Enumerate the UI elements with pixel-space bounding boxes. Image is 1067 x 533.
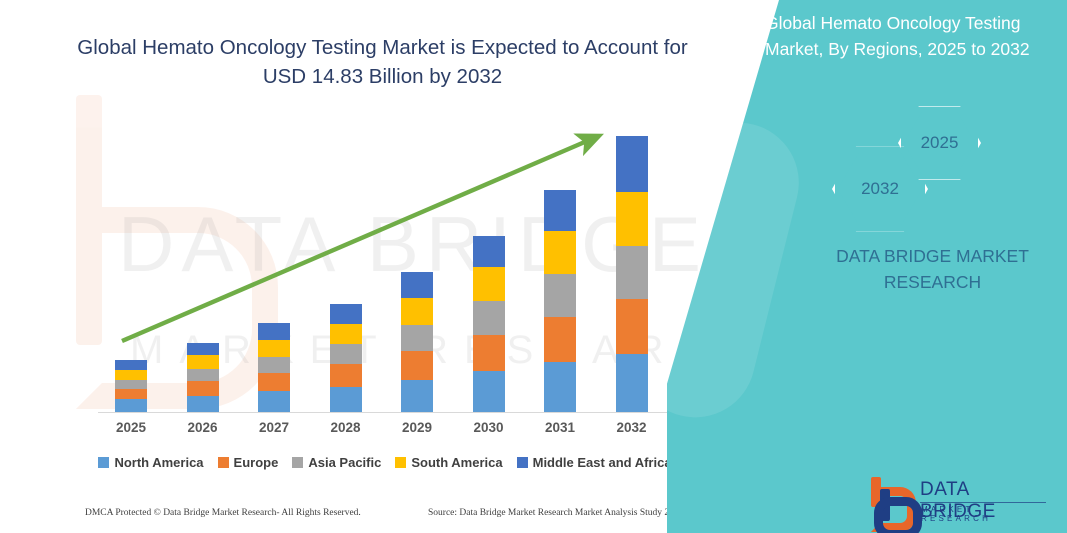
bar-segment-middle-east-and-africa [186, 342, 219, 356]
bar-2030 [472, 235, 505, 412]
bar-segment-middle-east-and-africa [401, 271, 433, 298]
x-axis-line [98, 412, 670, 413]
bar-segment-north-america [544, 362, 576, 412]
bar-segment-north-america [401, 379, 433, 412]
legend-label: Middle East and Africa [532, 455, 672, 470]
bar-2029 [401, 271, 433, 412]
bar-segment-middle-east-and-africa [329, 304, 362, 324]
legend-item-asia-pacific[interactable]: Asia Pacific [292, 455, 381, 470]
bar-segment-europe [544, 316, 576, 363]
legend-label: South America [411, 455, 503, 470]
bar-segment-middle-east-and-africa [115, 359, 147, 370]
bar-segment-south-america [115, 369, 147, 380]
x-axis-label-2030: 2030 [473, 420, 504, 435]
legend-label: North America [114, 455, 204, 470]
legend-item-middle-east-and-africa[interactable]: Middle East and Africa [516, 455, 672, 470]
bar-segment-asia-pacific [186, 368, 219, 382]
bar-2028 [329, 304, 362, 412]
bar-segment-europe [615, 298, 648, 355]
hexagon-start-year-label: 2025 [920, 133, 959, 152]
bar-segment-europe [115, 388, 147, 400]
bar-segment-north-america [329, 386, 362, 412]
bar-segment-asia-pacific [472, 301, 505, 335]
dbmr-logo-divider [920, 502, 1046, 503]
legend-label: Europe [233, 455, 279, 470]
dbmr-logo: DATA BRIDGE MARKET RESEARCH [868, 475, 1048, 533]
bar-segment-europe [186, 381, 219, 396]
panel-brand-name: DATA BRIDGE MARKET RESEARCH [836, 246, 1029, 293]
bar-segment-north-america [186, 395, 219, 412]
bar-segment-middle-east-and-africa [258, 322, 290, 340]
chart-plot-area [60, 100, 680, 413]
bar-segment-south-america [186, 355, 219, 369]
hexagon-start-year: 2025 [898, 106, 981, 180]
dbmr-logo-name: DATA BRIDGE [920, 479, 996, 522]
x-axis-label-2032: 2032 [616, 420, 647, 435]
legend-swatch-icon [98, 457, 110, 468]
bar-segment-south-america [615, 192, 648, 247]
legend-item-europe[interactable]: Europe [217, 455, 279, 470]
growth-arrow-icon [121, 133, 604, 344]
x-axis-label-2027: 2027 [258, 420, 290, 435]
bar-2031 [544, 189, 576, 412]
legend-item-north-america[interactable]: North America [98, 455, 204, 470]
bar-2026 [186, 342, 219, 412]
legend-item-south-america[interactable]: South America [395, 455, 503, 470]
bar-segment-asia-pacific [615, 246, 648, 299]
bar-segment-asia-pacific [401, 324, 433, 351]
x-axis-labels: 2025 2026 2027 2028 2029 2030 2031 2032 [60, 420, 680, 442]
x-axis-label-2025: 2025 [115, 420, 147, 435]
bar-segment-south-america [329, 323, 362, 345]
legend-swatch-icon [516, 457, 528, 468]
bar-segment-north-america [258, 391, 290, 412]
chart-legend: North America Europe Asia Pacific South Ame… [95, 455, 675, 470]
bar-segment-asia-pacific [329, 344, 362, 365]
chart-container: 2025 2026 2027 2028 2029 2030 2031 2032 [60, 100, 680, 435]
bar-2032 [615, 135, 648, 412]
bar-segment-europe [472, 334, 505, 372]
bar-segment-middle-east-and-africa [472, 235, 505, 268]
bar-segment-asia-pacific [258, 357, 290, 374]
x-axis-label-2026: 2026 [187, 420, 218, 435]
bar-segment-south-america [401, 297, 433, 325]
dbmr-logo-mark-icon [868, 477, 922, 533]
panel-title: Global Hemato Oncology Testing Market, B… [765, 13, 1030, 60]
bar-segment-south-america [258, 340, 290, 358]
bar-segment-south-america [544, 231, 576, 275]
legend-swatch-icon [292, 457, 304, 468]
bar-segment-north-america [115, 399, 147, 412]
legend-swatch-icon [217, 457, 229, 468]
bar-2025 [115, 359, 147, 412]
legend-label: Asia Pacific [308, 455, 382, 470]
bar-segment-europe [258, 373, 290, 392]
footer-source: Source: Data Bridge Market Research Mark… [428, 508, 684, 518]
bar-segment-middle-east-and-africa [615, 135, 648, 193]
page-title: Global Hemato Oncology Testing Market is… [77, 36, 688, 89]
bar-segment-asia-pacific [544, 274, 576, 317]
bar-segment-europe [329, 364, 362, 387]
x-axis-label-2031: 2031 [544, 420, 576, 435]
dbmr-logo-tagline: MARKET RESEARCH [921, 505, 992, 523]
bar-2027 [258, 322, 290, 412]
bar-segment-europe [401, 350, 433, 380]
bar-segment-asia-pacific [115, 379, 147, 389]
hexagon-end-year-label: 2032 [861, 179, 899, 198]
hexagon-end-year: 2032 [832, 146, 928, 232]
bar-segment-north-america [615, 354, 648, 412]
bar-segment-south-america [472, 267, 505, 302]
bar-segment-north-america [472, 371, 505, 412]
x-axis-label-2028: 2028 [330, 420, 361, 435]
x-axis-label-2029: 2029 [401, 420, 433, 435]
footer-copyright: DMCA Protected © Data Bridge Market Rese… [85, 508, 361, 518]
legend-swatch-icon [395, 457, 407, 468]
bar-segment-middle-east-and-africa [544, 189, 576, 232]
